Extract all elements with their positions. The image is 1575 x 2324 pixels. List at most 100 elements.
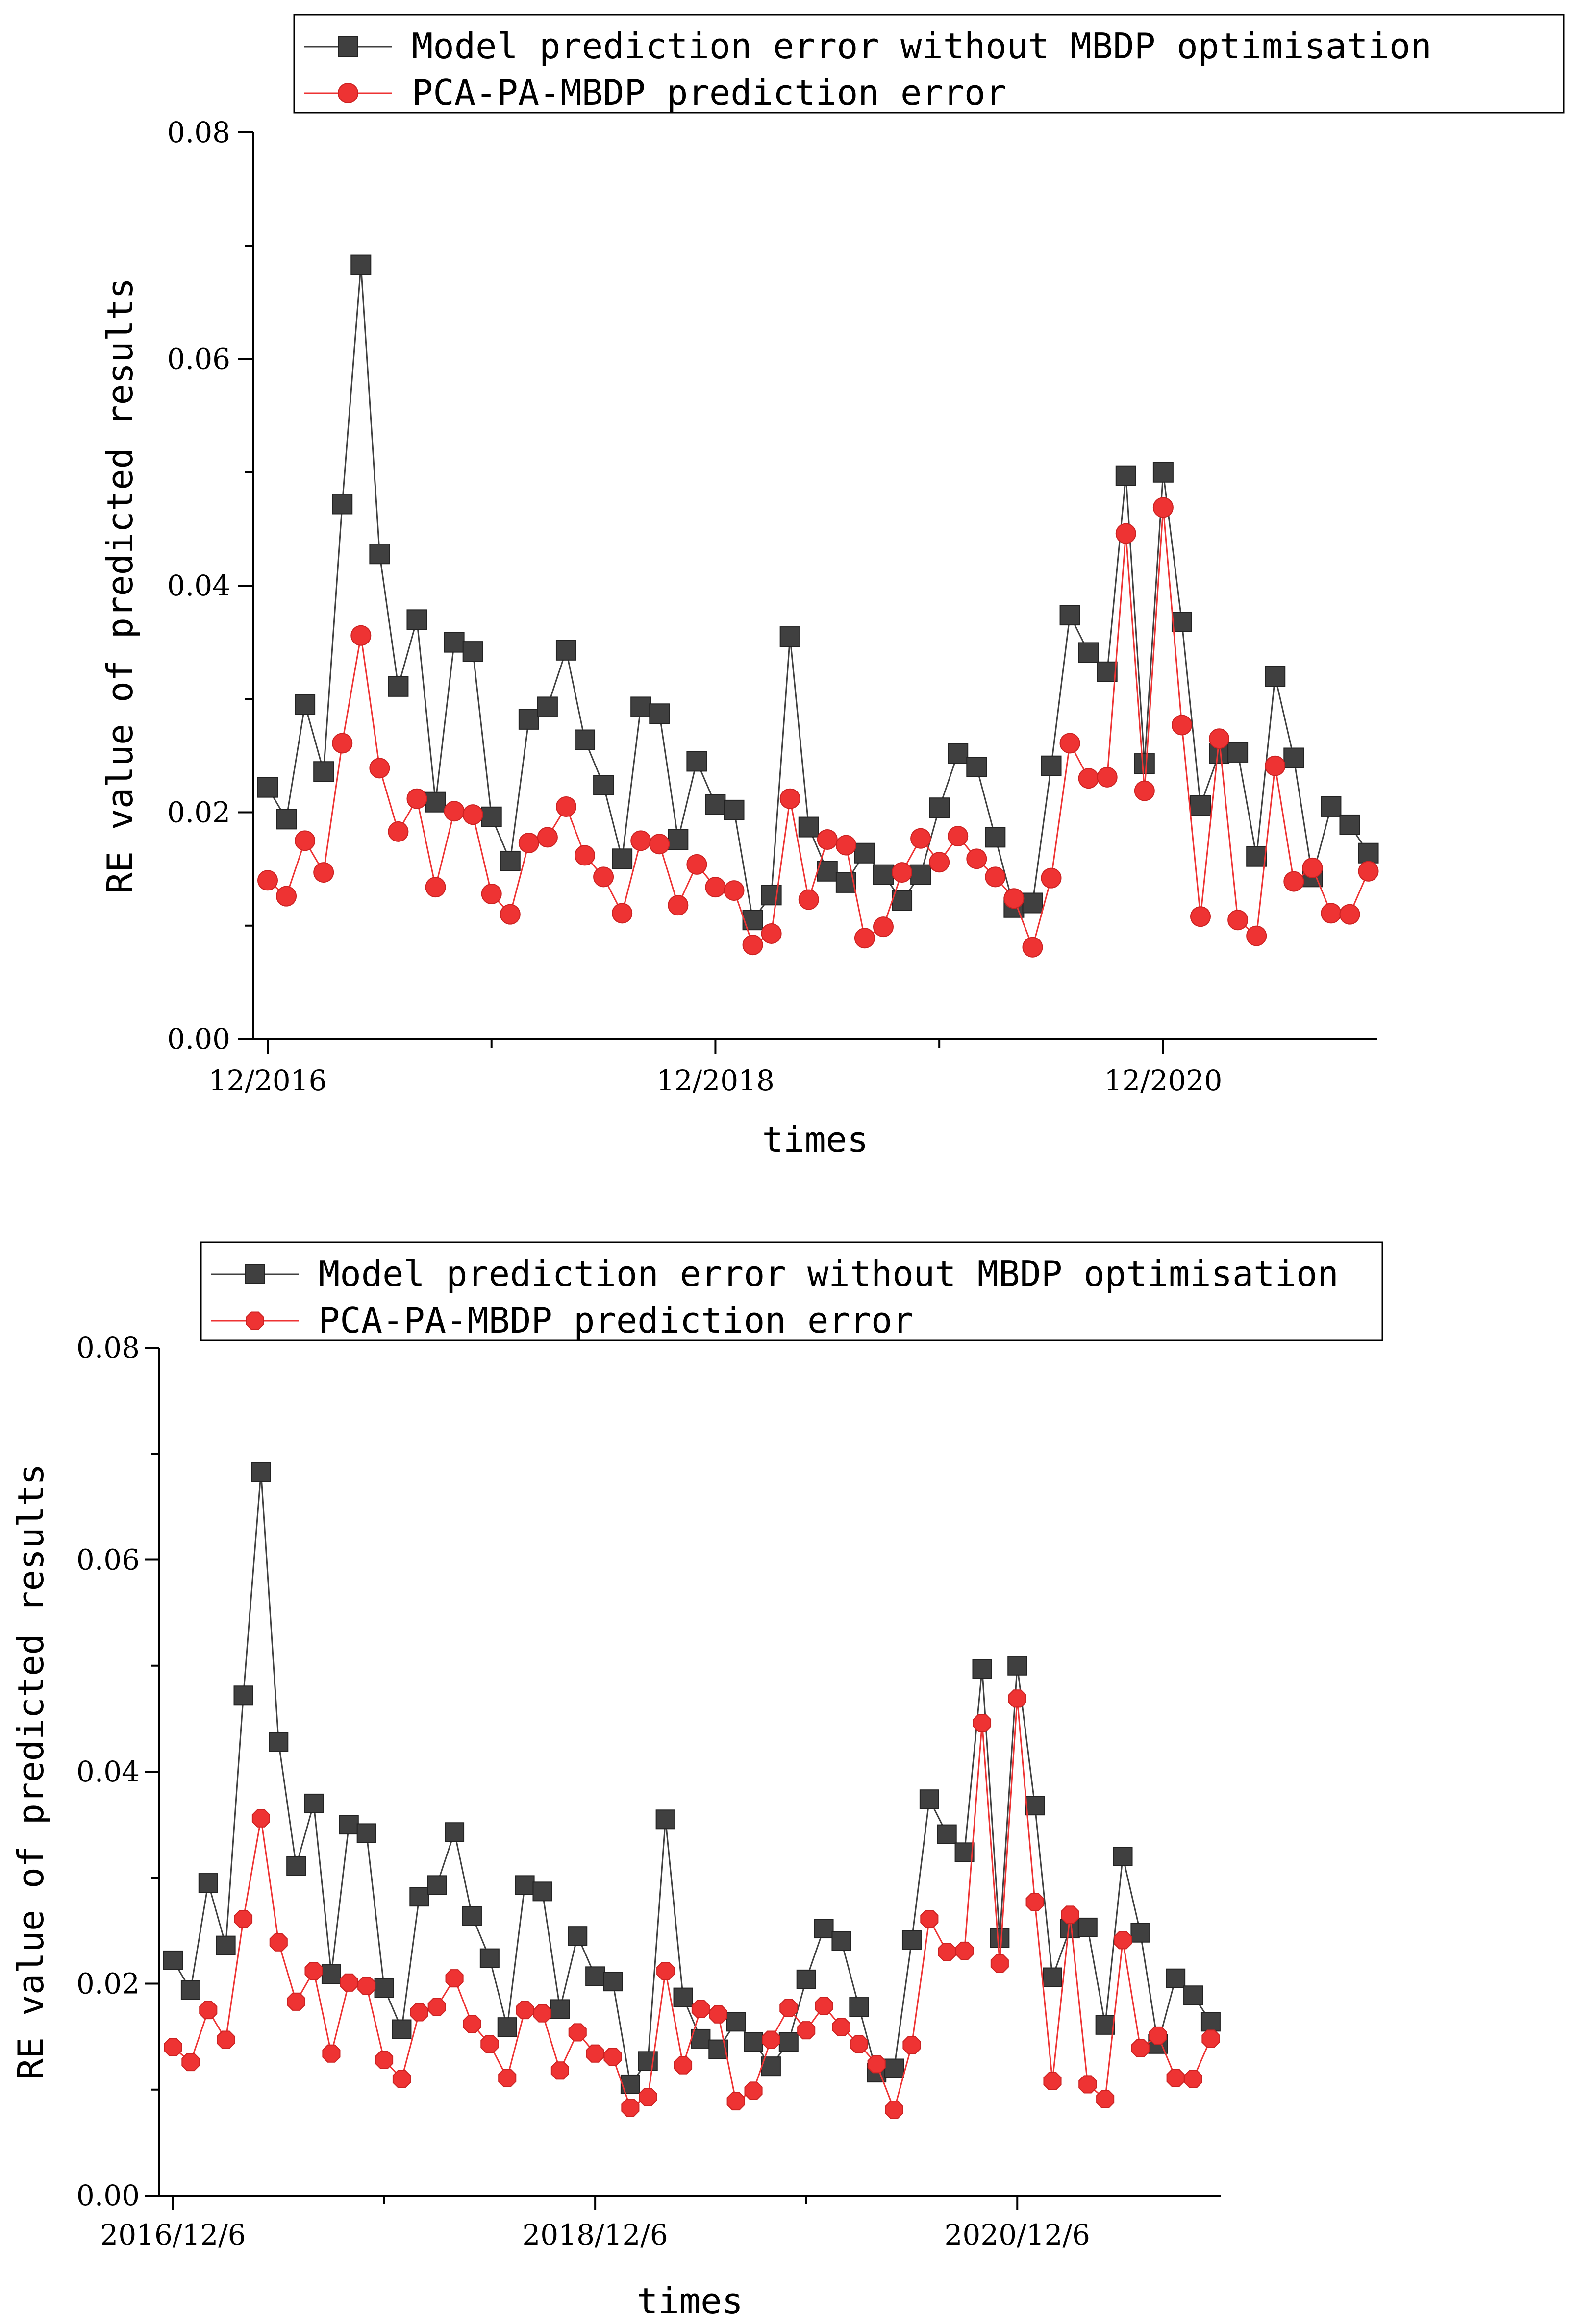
data-point xyxy=(295,830,316,851)
x-tick-label: 12/2020 xyxy=(1104,1064,1222,1097)
data-point xyxy=(287,1992,305,2011)
legend-marker xyxy=(338,83,358,103)
data-point xyxy=(1130,1923,1150,1943)
data-point xyxy=(313,862,334,883)
data-point xyxy=(339,1815,359,1835)
data-point xyxy=(269,1933,288,1952)
data-point xyxy=(163,1950,183,1970)
data-point xyxy=(831,1931,851,1951)
data-point xyxy=(649,834,670,855)
data-point xyxy=(321,1964,341,1984)
x-tick-label: 2016/12/6 xyxy=(100,2218,246,2251)
data-point xyxy=(585,1966,605,1986)
data-point xyxy=(332,494,353,515)
data-point xyxy=(612,848,633,869)
data-point xyxy=(705,877,726,898)
legend-marker xyxy=(245,1264,265,1284)
data-point xyxy=(500,904,521,925)
y-axis-title: RE value of predicted results xyxy=(100,277,141,893)
data-point xyxy=(1171,612,1192,632)
data-point xyxy=(985,866,1006,888)
series-without-mbdp xyxy=(163,1462,1221,2094)
data-point xyxy=(673,1987,693,2007)
data-point xyxy=(691,2000,710,2018)
data-point xyxy=(938,1943,956,1961)
data-point xyxy=(537,696,558,717)
data-point xyxy=(1022,892,1043,914)
data-point xyxy=(480,2035,499,2053)
data-point xyxy=(1007,1656,1027,1676)
data-point xyxy=(479,1948,500,1968)
data-point xyxy=(1339,814,1360,835)
data-point xyxy=(798,816,819,838)
data-point xyxy=(1171,715,1192,736)
data-point xyxy=(835,835,856,856)
data-point xyxy=(350,254,372,275)
data-point xyxy=(779,626,800,647)
data-point xyxy=(199,2001,218,2020)
data-point xyxy=(744,2081,763,2100)
data-point xyxy=(709,2005,727,2024)
data-point xyxy=(409,1887,429,1907)
data-point xyxy=(1003,888,1025,909)
data-point xyxy=(269,1732,289,1752)
y-tick-label: 0.02 xyxy=(167,796,230,829)
data-point xyxy=(985,827,1006,848)
data-point xyxy=(234,1910,253,1928)
series-line xyxy=(267,265,1369,922)
legend-box xyxy=(293,14,1565,114)
data-point xyxy=(705,794,726,815)
data-point xyxy=(815,1997,833,2015)
data-point xyxy=(1166,2069,1185,2087)
data-point xyxy=(972,1659,992,1679)
data-point xyxy=(586,2044,604,2063)
data-point xyxy=(910,864,931,885)
x-tick-label: 2020/12/6 xyxy=(945,2218,1090,2251)
data-point xyxy=(990,1954,1009,1973)
data-point xyxy=(427,1875,447,1895)
data-point xyxy=(498,2069,517,2087)
data-point xyxy=(251,1809,270,1828)
data-point xyxy=(1152,462,1174,483)
data-point xyxy=(568,2023,587,2042)
data-point xyxy=(850,2035,868,2053)
data-point xyxy=(1200,2012,1221,2032)
data-point xyxy=(674,2056,693,2075)
legend-box xyxy=(200,1241,1383,1341)
data-point xyxy=(1077,1917,1098,1937)
data-point xyxy=(1078,2075,1097,2094)
data-point xyxy=(392,2019,412,2039)
data-point xyxy=(1059,733,1080,754)
data-point xyxy=(1113,1847,1133,1866)
data-point xyxy=(444,801,465,822)
data-point xyxy=(798,889,819,910)
data-point xyxy=(518,709,539,730)
data-point xyxy=(726,2092,745,2111)
data-point xyxy=(873,916,894,938)
data-point xyxy=(593,866,614,888)
data-point xyxy=(286,1856,306,1876)
data-point xyxy=(966,757,987,777)
data-point xyxy=(1227,910,1249,931)
data-point xyxy=(1025,1893,1044,1911)
data-point xyxy=(919,1789,939,1809)
data-point xyxy=(920,1910,939,1928)
data-point xyxy=(1061,1905,1079,1924)
data-point xyxy=(392,2070,411,2088)
data-point xyxy=(463,2015,481,2033)
data-point xyxy=(233,1685,253,1706)
data-point xyxy=(1358,861,1379,882)
data-point xyxy=(885,2101,903,2119)
y-tick-label: 0.04 xyxy=(76,1755,140,1788)
y-tick-label: 0.08 xyxy=(167,116,230,149)
data-point xyxy=(406,788,427,809)
data-point xyxy=(198,1873,218,1893)
series-pca-pa-mbdp xyxy=(164,1689,1220,2119)
x-axis-title: times xyxy=(762,1119,869,1160)
data-point xyxy=(356,1823,376,1843)
data-point xyxy=(518,832,539,853)
data-point xyxy=(406,609,427,630)
data-point xyxy=(966,848,987,869)
data-point xyxy=(427,1998,446,2016)
data-point xyxy=(369,544,390,565)
